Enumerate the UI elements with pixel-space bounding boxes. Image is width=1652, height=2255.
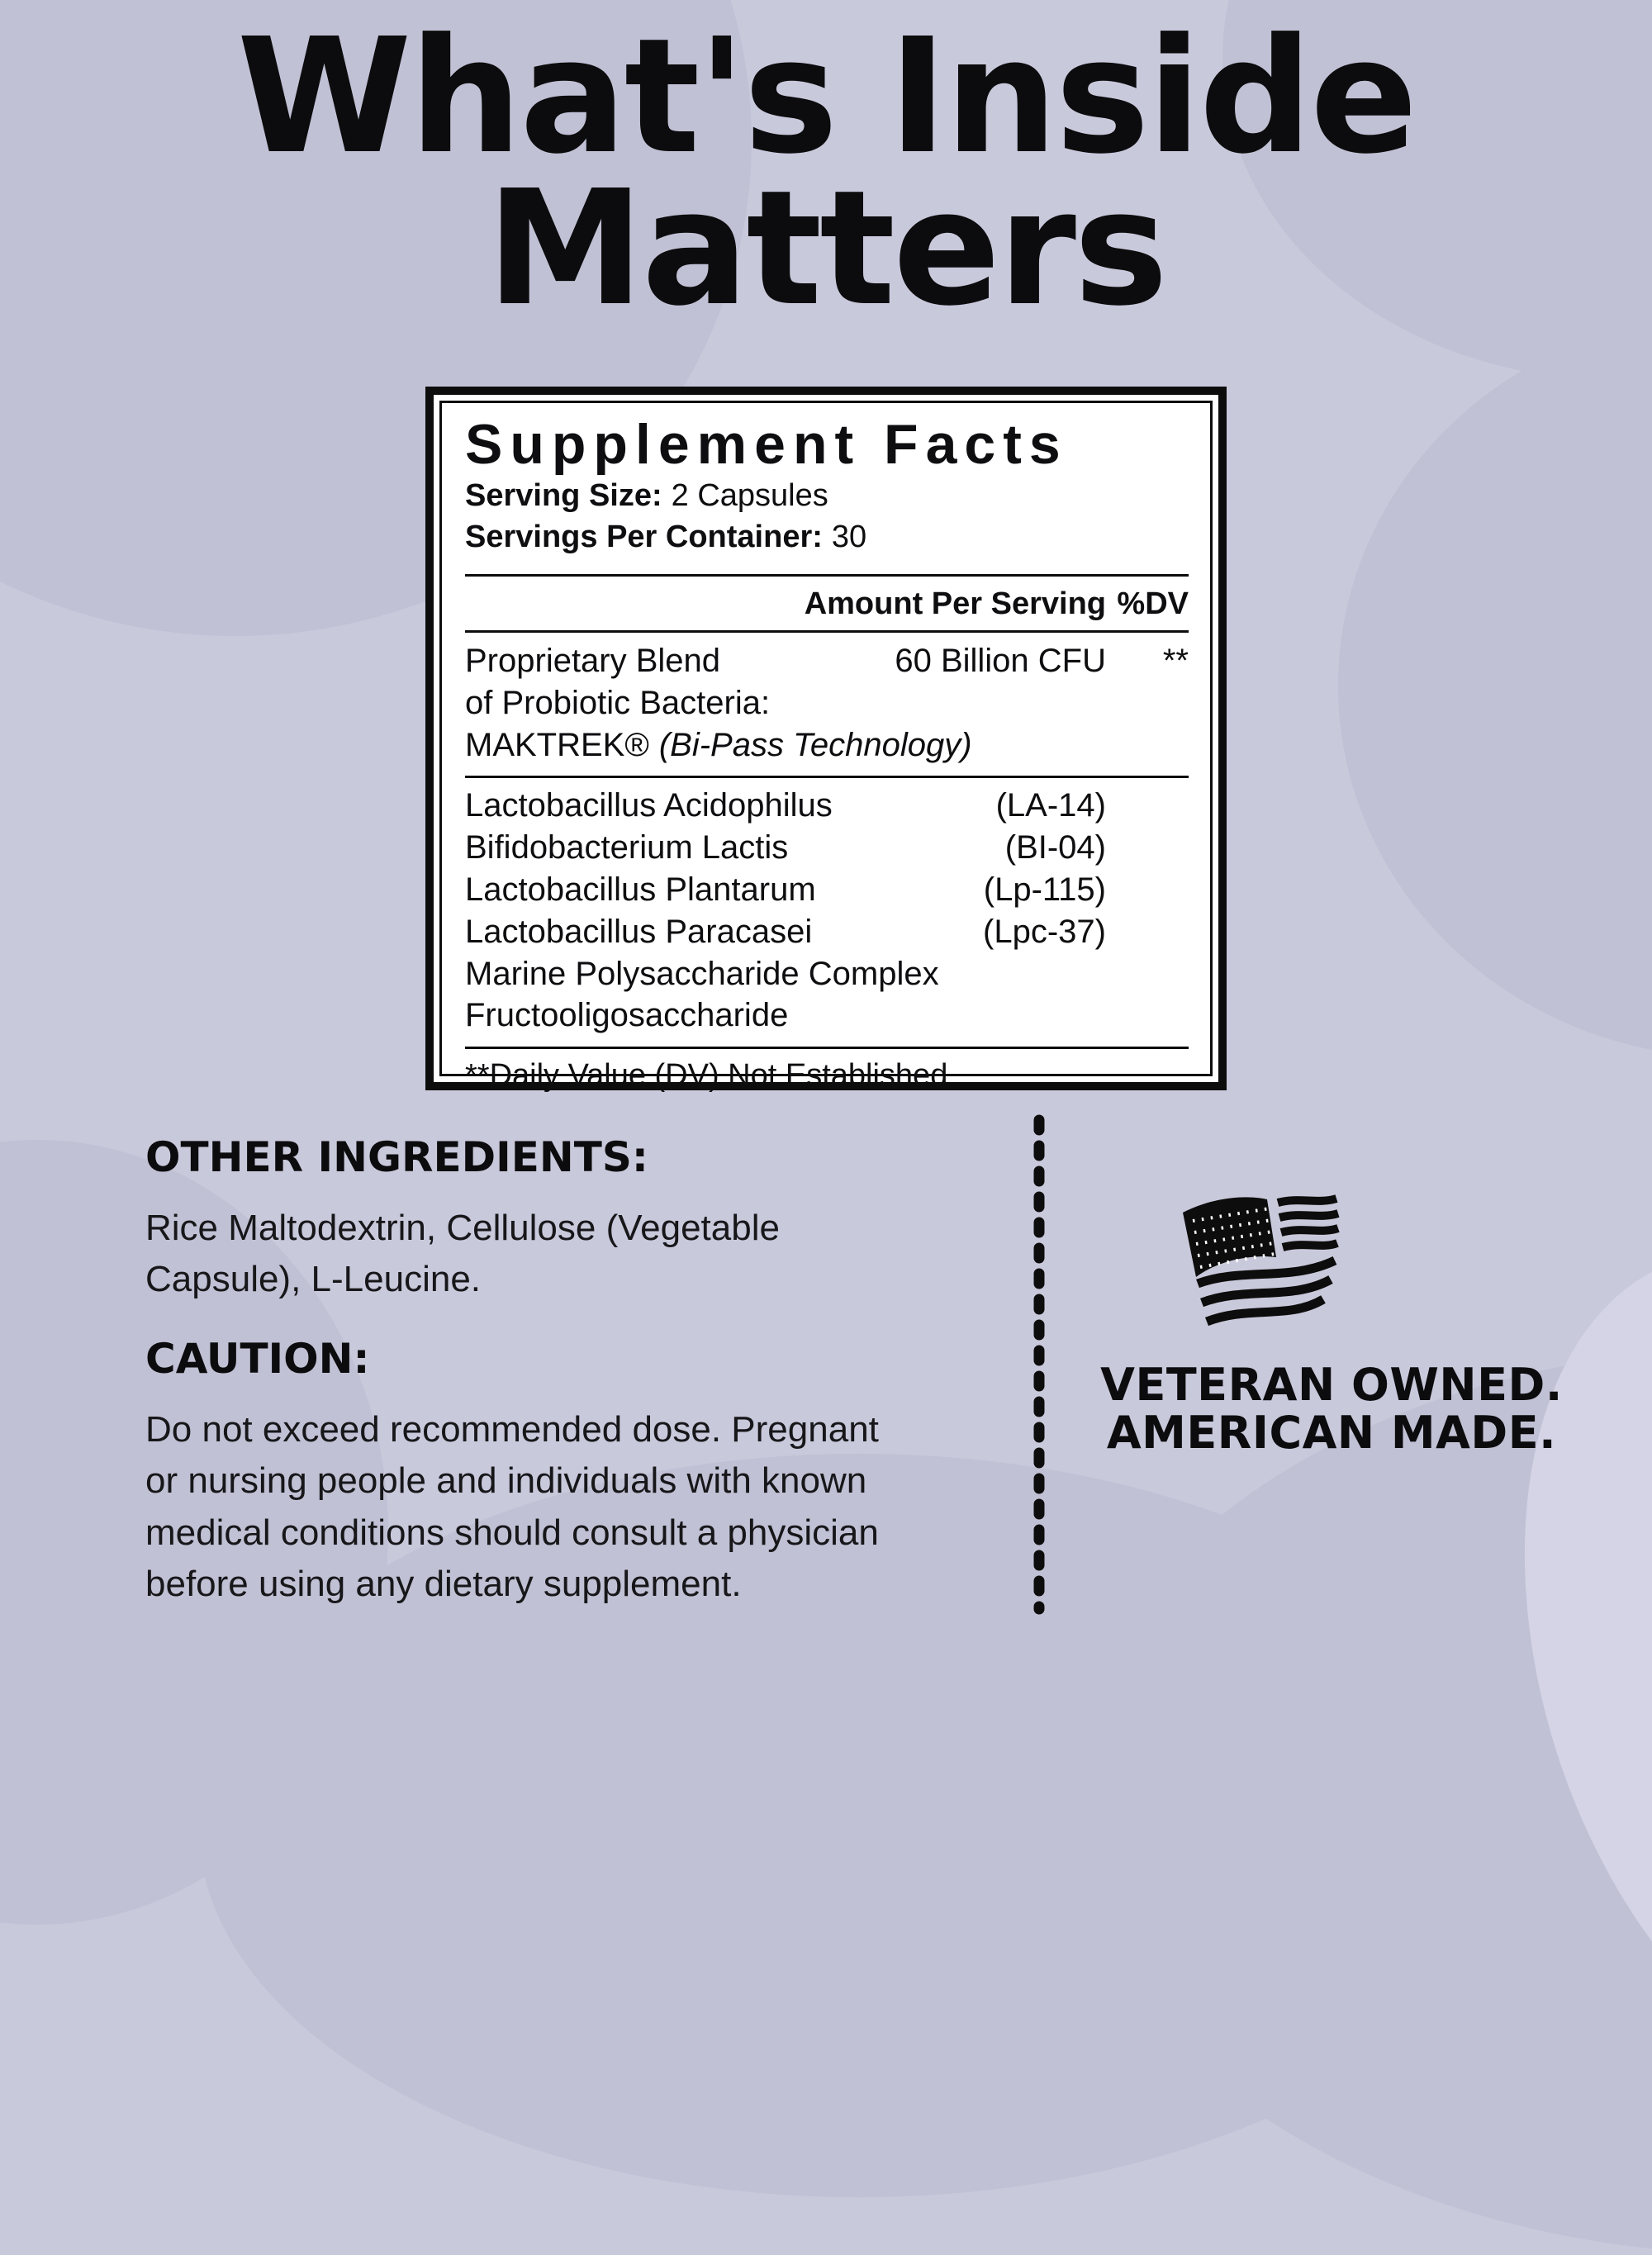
dv-header: %DV <box>1117 586 1189 621</box>
proprietary-blend-row: Proprietary Blend 60 Billion CFU ** <box>465 640 1189 682</box>
strain-row: Lactobacillus Paracasei (Lpc-37) <box>465 911 1189 953</box>
background-petal-right <box>1338 314 1652 1057</box>
strain-code: (Lpc-37) <box>983 913 1106 950</box>
servings-per-container-value: 30 <box>831 519 867 554</box>
strain-row: Lactobacillus Acidophilus (LA-14) <box>465 785 1189 827</box>
blend-brand: MAKTREK® <box>465 726 649 763</box>
blend-dv: ** <box>1162 642 1189 679</box>
strain-name: Lactobacillus Acidophilus <box>465 787 833 824</box>
strain-row: Marine Polysaccharide Complex <box>465 953 1189 995</box>
probiotic-strain-list: Lactobacillus Acidophilus (LA-14) Bifido… <box>465 778 1189 1047</box>
page-title: What's Inside Matters <box>236 5 1418 342</box>
strain-row: Fructooligosaccharide <box>465 995 1189 1037</box>
strain-name: Lactobacillus Paracasei <box>465 913 813 950</box>
veteran-owned-slogan: VETERAN OWNED. AMERICAN MADE. <box>1100 1359 1563 1460</box>
daily-value-footnote: **Daily Value (DV) Not Established <box>465 1058 948 1094</box>
panel-rule <box>465 573 1189 577</box>
blend-brand-line: MAKTREK® (Bi-Pass Technology) <box>465 724 1189 767</box>
strain-code: (Lp-115) <box>983 871 1106 908</box>
servings-per-container-row: Servings Per Container: 30 <box>465 517 1189 558</box>
supplement-facts-panel: Supplement Facts Serving Size: 2 Capsules… <box>425 387 1227 1093</box>
supplement-facts-title: Supplement Facts <box>465 413 1068 476</box>
strain-name: Lactobacillus Plantarum <box>465 871 816 908</box>
infographic-page: { "page": { "title": "What's Inside\nMat… <box>145 5 1652 2168</box>
strain-name: Fructooligosaccharide <box>465 997 789 1034</box>
blend-brand-note: (Bi-Pass Technology) <box>658 726 972 763</box>
strain-name: Bifidobacterium Lactis <box>465 829 789 866</box>
serving-size-value: 2 Capsules <box>671 478 828 514</box>
strain-row: Bifidobacterium Lactis (BI-04) <box>465 827 1189 869</box>
us-flag-icon <box>1166 1186 1340 1339</box>
amount-per-serving-header: Amount Per Serving <box>804 586 1106 621</box>
blend-amount: 60 Billion CFU <box>895 642 1106 679</box>
caution-heading: CAUTION: <box>145 1335 370 1383</box>
dotted-divider <box>1029 1112 1049 1621</box>
strain-row: Lactobacillus Plantarum (Lp-115) <box>465 869 1189 911</box>
caution-body: Do not exceed recommended dose. Pregnant… <box>145 1409 879 1605</box>
blend-name: Proprietary Blend <box>465 642 721 679</box>
serving-size-label: Serving Size: <box>465 478 662 514</box>
supplement-facts-inner: Supplement Facts Serving Size: 2 Capsules… <box>439 401 1213 1093</box>
panel-rule <box>465 776 1189 779</box>
blend-name-line2: of Probiotic Bacteria: <box>465 684 771 721</box>
strain-code: (LA-14) <box>995 787 1106 824</box>
serving-size-row: Serving Size: 2 Capsules <box>465 476 1189 516</box>
other-ingredients-body: Rice Maltodextrin, Cellulose (Vegetable … <box>145 1208 780 1300</box>
panel-rule <box>465 1047 1189 1050</box>
amounts-header-row: Amount Per Serving %DV <box>465 577 1189 630</box>
strain-code: (BI-04) <box>1004 829 1106 866</box>
panel-rule <box>465 629 1189 633</box>
other-ingredients-section: OTHER INGREDIENTS: Rice Maltodextrin, Ce… <box>145 1133 988 1306</box>
other-ingredients-heading: OTHER INGREDIENTS: <box>145 1133 648 1181</box>
caution-section: CAUTION: Do not exceed recommended dose.… <box>145 1335 1004 1611</box>
servings-per-container-label: Servings Per Container: <box>465 519 823 554</box>
strain-name: Marine Polysaccharide Complex <box>465 955 939 992</box>
proprietary-blend-block: Proprietary Blend 60 Billion CFU ** of P… <box>465 633 1189 776</box>
